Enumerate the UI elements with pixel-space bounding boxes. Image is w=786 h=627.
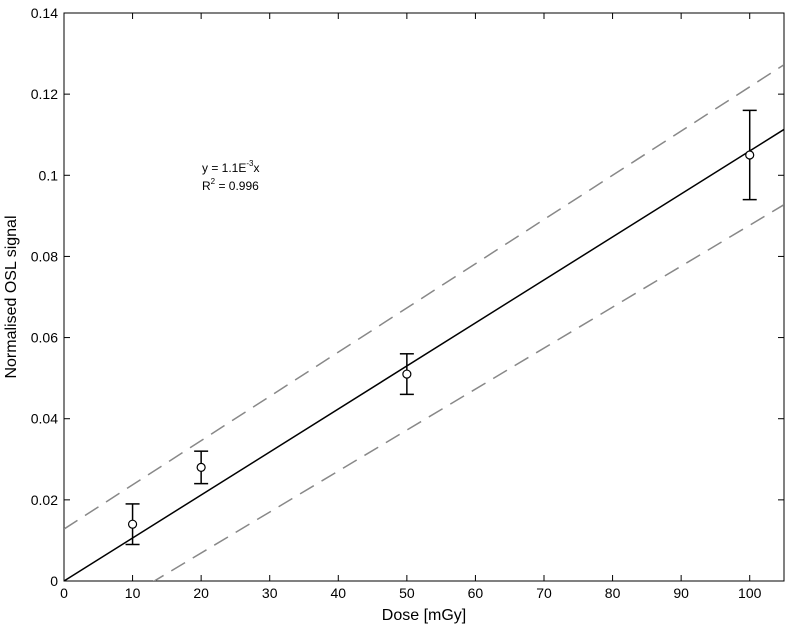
data-point (402, 369, 412, 379)
y-axis-label: Normalised OSL signal (3, 215, 20, 378)
axis-ticks (63, 12, 784, 582)
data-point (127, 519, 138, 529)
y-tick-label: 0.12 (31, 86, 58, 102)
confidence-bound-line (64, 64, 784, 530)
confidence-bound-line (152, 204, 784, 581)
x-tick-label: 100 (738, 585, 762, 601)
data-point (196, 462, 206, 472)
equation-line-2-prefix: R (202, 179, 211, 193)
y-tick-label: 0.14 (31, 5, 58, 21)
y-tick-label: 0.04 (31, 411, 58, 427)
equation-line-2: R2 = 0.996 (202, 177, 259, 193)
x-tick-label: 70 (536, 585, 552, 601)
tick-labels: 0 10 20 30 40 50 60 70 80 90 100 0 0.02 0.04 0.06 0.08 0… (31, 5, 762, 601)
equation-line-1-prefix: y = 1.1E (202, 161, 246, 175)
data-point (745, 150, 755, 160)
x-axis-label: Dose [mGy] (382, 607, 466, 624)
x-tick-label: 0 (60, 585, 68, 601)
y-tick-label: 0.02 (31, 492, 58, 508)
data-points (125, 109, 757, 546)
y-tick-label: 0 (50, 573, 58, 589)
equation-line-2-sup: 2 (211, 177, 216, 186)
x-tick-label: 20 (193, 585, 209, 601)
y-tick-label: 0.06 (31, 330, 58, 346)
equation-line-1-suffix: x (254, 161, 260, 175)
x-tick-label: 80 (605, 585, 621, 601)
fit-line (64, 128, 784, 581)
x-tick-label: 10 (125, 585, 141, 601)
x-tick-label: 40 (330, 585, 346, 601)
y-tick-label: 0.08 (31, 248, 58, 264)
x-tick-label: 50 (399, 585, 415, 601)
x-tick-label: 30 (262, 585, 278, 601)
y-tick-label: 0.1 (39, 167, 59, 183)
equation-line-1-sup: -3 (246, 159, 254, 168)
equation-line-2-suffix: = 0.996 (215, 179, 259, 193)
fit-lines (64, 64, 784, 581)
plot-frame (63, 12, 785, 582)
x-tick-label: 90 (673, 585, 689, 601)
equation-line-1: y = 1.1E-3x (202, 159, 260, 175)
x-tick-label: 60 (468, 585, 484, 601)
